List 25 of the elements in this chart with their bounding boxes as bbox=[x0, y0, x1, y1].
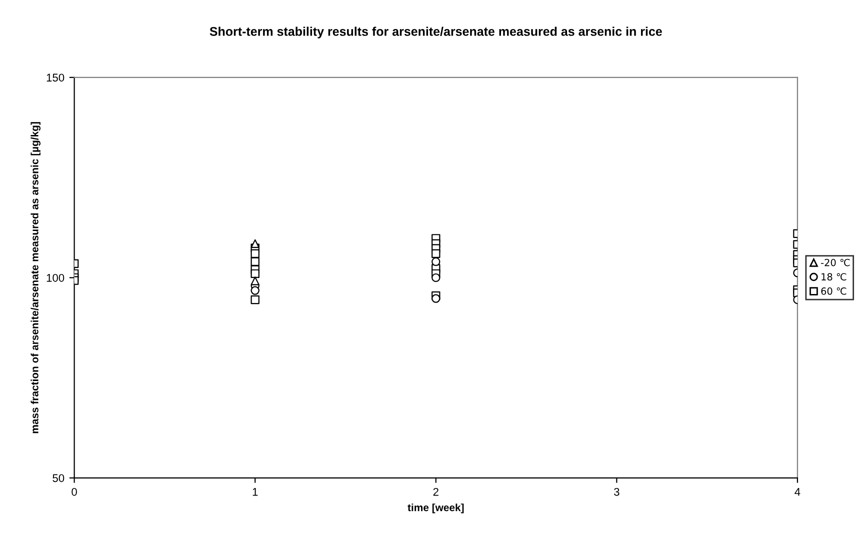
point bbox=[250, 276, 260, 286]
point bbox=[432, 257, 440, 266]
x-tick-label: 4 bbox=[794, 488, 800, 496]
point bbox=[250, 286, 260, 295]
x-tick-label: 2 bbox=[433, 488, 438, 496]
point bbox=[250, 257, 260, 266]
point bbox=[432, 294, 440, 303]
point bbox=[432, 249, 440, 258]
y-tick-label: 150 bbox=[46, 74, 64, 82]
x-tick-label: 3 bbox=[614, 488, 620, 496]
point bbox=[250, 239, 260, 248]
y-axis-title: mass fraction of arsenite/arsenate measured as arsenic [µg/kg] bbox=[30, 122, 40, 434]
point bbox=[250, 249, 260, 258]
x-axis-title: time [week] bbox=[408, 504, 464, 514]
y-tick-label: 100 bbox=[46, 274, 64, 282]
legend-label: -20 ℃ bbox=[821, 258, 850, 266]
point bbox=[250, 295, 260, 304]
x-tick-label: 0 bbox=[72, 488, 77, 496]
legend-label: 18 ℃ bbox=[822, 273, 846, 280]
x-tick-label: 1 bbox=[252, 488, 258, 496]
chart-title: Short-term stability results for arsenite/arsenate measured as arsenic in rice bbox=[210, 26, 662, 38]
point bbox=[432, 273, 440, 282]
y-tick-label: 50 bbox=[52, 474, 64, 482]
point bbox=[250, 269, 260, 278]
legend-label: 60 ℃ bbox=[821, 287, 846, 295]
